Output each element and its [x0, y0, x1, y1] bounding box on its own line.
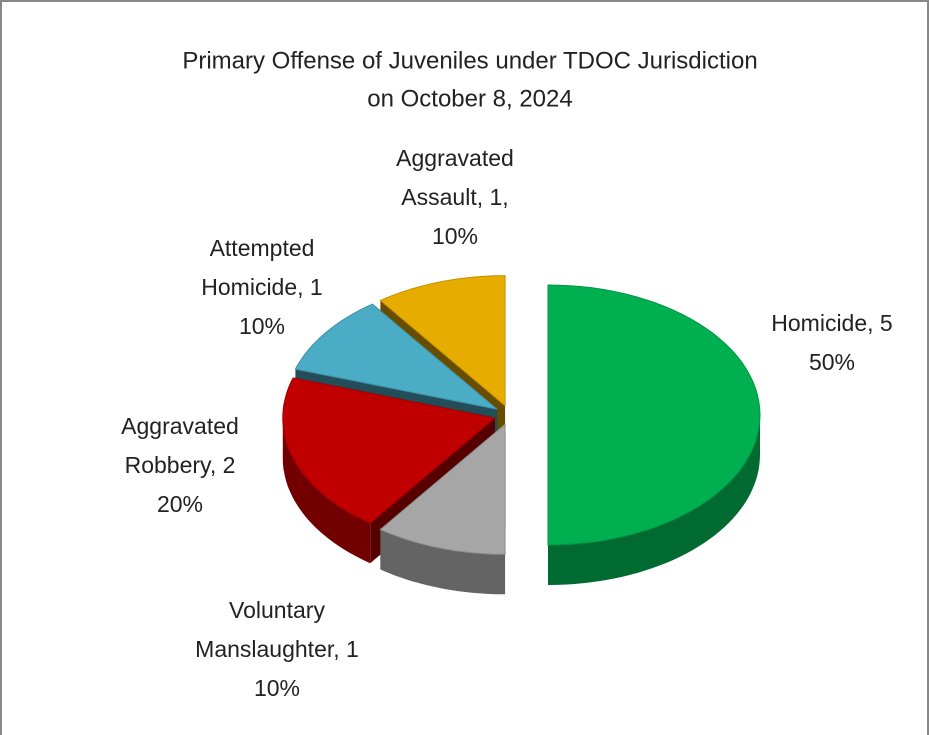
slice-wall [380, 529, 506, 595]
slice-wall [548, 415, 760, 585]
data-label: Voluntary [229, 597, 325, 623]
slice-top [379, 423, 506, 555]
slice [379, 423, 506, 595]
data-label: 20% [157, 491, 203, 517]
data-label: 50% [809, 349, 855, 375]
data-label: Homicide, 5 [771, 310, 892, 336]
data-label: Attempted [210, 235, 315, 261]
slice-top [547, 284, 761, 546]
data-label: Homicide, 1 [201, 274, 322, 300]
slice [547, 284, 761, 585]
data-label: 10% [239, 313, 285, 339]
slice-top [282, 377, 496, 524]
data-label: Robbery, 2 [125, 452, 236, 478]
data-label: Assault, 1, [401, 184, 508, 210]
slice-wall [282, 418, 371, 564]
chart-title: on October 8, 2024 [367, 85, 572, 112]
data-label: 10% [432, 223, 478, 249]
slice-top [379, 275, 506, 407]
data-label: Aggravated [121, 413, 239, 439]
data-label: 10% [254, 675, 300, 701]
chart-title: Primary Offense of Juveniles under TDOC … [182, 47, 757, 74]
data-label: Aggravated [396, 145, 514, 171]
slice-top [294, 303, 498, 410]
data-label: Manslaughter, 1 [195, 636, 359, 662]
